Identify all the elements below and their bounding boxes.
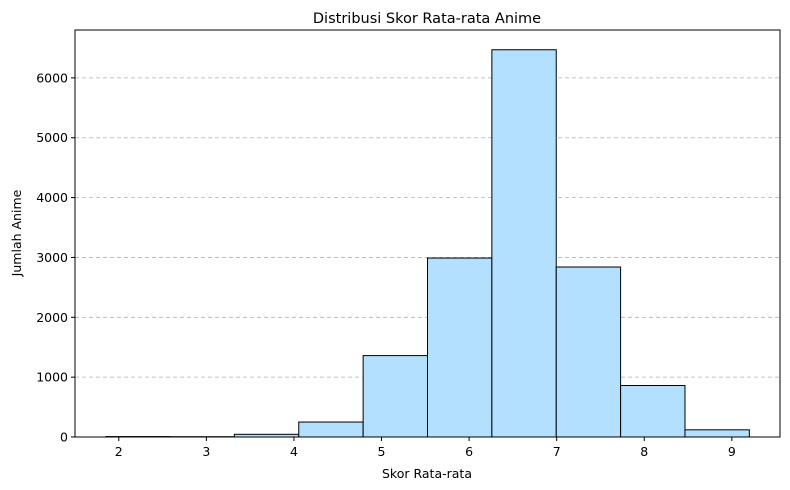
y-tick-label: 2000	[36, 310, 68, 325]
histogram-bar	[298, 421, 364, 438]
y-axis-label: Jumlah Anime	[9, 189, 24, 277]
y-tick-label: 4000	[36, 190, 68, 205]
y-tick-label: 0	[60, 430, 68, 445]
histogram-bar	[491, 49, 557, 438]
histogram-bar	[684, 429, 750, 438]
histogram-bar	[555, 266, 622, 438]
chart-title: Distribusi Skor Rata-rata Anime	[313, 11, 541, 27]
y-tick-label: 5000	[36, 130, 68, 145]
y-tick-label: 1000	[36, 370, 68, 385]
histogram-bars	[105, 49, 750, 438]
x-axis-ticks: 2 3 4 5 6 7 8 9	[115, 437, 736, 459]
x-tick-label: 7	[553, 444, 561, 459]
x-tick-label: 2	[115, 444, 123, 459]
histogram-bar	[362, 355, 428, 438]
x-tick-label: 8	[640, 444, 648, 459]
histogram-bar	[427, 257, 493, 438]
histogram-bar	[620, 385, 686, 438]
x-tick-label: 5	[378, 444, 386, 459]
x-tick-label: 6	[465, 444, 473, 459]
axes-frame	[74, 29, 781, 438]
y-tick-label: 6000	[36, 70, 68, 85]
x-tick-label: 4	[290, 444, 298, 459]
x-tick-label: 3	[202, 444, 210, 459]
y-tick-label: 3000	[36, 250, 68, 265]
x-axis-label: Skor Rata-rata	[382, 466, 472, 481]
x-tick-label: 9	[728, 444, 736, 459]
y-axis-ticks: 0 1000 2000 3000 4000 5000 6000	[36, 70, 75, 445]
